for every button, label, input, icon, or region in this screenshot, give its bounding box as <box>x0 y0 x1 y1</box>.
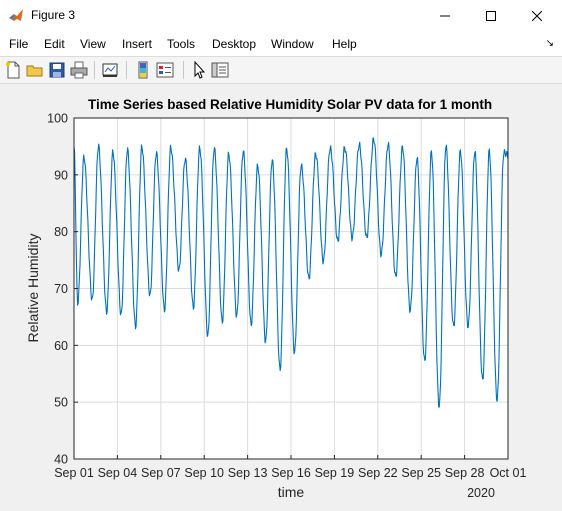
menu-window[interactable]: Window <box>271 37 314 51</box>
x-tick-label: Sep 28 <box>445 466 485 480</box>
x-tick-label: Sep 16 <box>271 466 311 480</box>
close-button[interactable] <box>514 0 560 32</box>
y-tick-label: 50 <box>54 396 68 410</box>
close-icon <box>532 11 542 21</box>
x-tick-label: Sep 22 <box>358 466 398 480</box>
menu-bar: File Edit View Insert Tools Desktop Wind… <box>0 32 562 57</box>
toolbar-separator <box>126 61 127 79</box>
menu-help[interactable]: Help <box>332 37 357 51</box>
menu-desktop[interactable]: Desktop <box>212 37 257 51</box>
menu-view[interactable]: View <box>80 37 106 51</box>
menu-insert[interactable]: Insert <box>122 37 153 51</box>
save-icon[interactable] <box>47 60 67 80</box>
minimize-icon <box>440 15 450 17</box>
insert-colorbar-icon[interactable] <box>133 60 153 80</box>
relative-humidity-chart[interactable]: 40 50 60 70 80 90 100 Sep 01 Sep 04 Sep 07 Sep 10 S… <box>0 84 562 506</box>
y-tick-label: 100 <box>47 112 68 126</box>
window-title-bar[interactable]: Figure 3 <box>0 0 562 32</box>
menu-edit[interactable]: Edit <box>44 37 65 51</box>
y-axis-label: Relative Humidity <box>25 234 41 343</box>
x-tick-label: Sep 25 <box>401 466 441 480</box>
chart-title: Time Series based Relative Humidity Sola… <box>88 97 492 112</box>
x-axis-year-label: 2020 <box>467 486 495 500</box>
figure-toolbar <box>0 57 562 84</box>
window-title: Figure 3 <box>31 8 76 22</box>
y-tick-label: 40 <box>54 453 68 467</box>
edit-plot-icon[interactable] <box>189 60 209 80</box>
x-tick-label: Oct 01 <box>490 466 527 480</box>
humidity-series-line[interactable] <box>73 137 509 408</box>
menu-tools[interactable]: Tools <box>167 37 196 51</box>
x-tick-label: Sep 10 <box>184 466 224 480</box>
menu-file[interactable]: File <box>9 37 29 51</box>
x-tick-label: Sep 04 <box>98 466 138 480</box>
open-file-icon[interactable] <box>25 60 45 80</box>
x-tick-label: Sep 19 <box>315 466 355 480</box>
property-inspector-icon[interactable] <box>210 60 230 80</box>
y-tick-label: 90 <box>54 168 68 182</box>
minimize-button[interactable] <box>422 0 468 32</box>
maximize-button[interactable] <box>468 0 514 32</box>
toolbar-separator <box>183 61 184 79</box>
y-tick-label: 80 <box>54 225 68 239</box>
link-plot-icon[interactable] <box>100 60 120 80</box>
insert-legend-icon[interactable] <box>155 60 175 80</box>
y-tick-label: 60 <box>54 339 68 353</box>
print-icon[interactable] <box>69 60 89 80</box>
toolbar-separator <box>94 61 95 79</box>
x-tick-label: Sep 07 <box>141 466 181 480</box>
dock-arrow-icon[interactable]: ↘ <box>545 38 554 49</box>
y-tick-label: 70 <box>54 282 68 296</box>
axes-box <box>73 117 509 460</box>
matlab-icon <box>9 9 23 21</box>
maximize-icon <box>486 11 496 21</box>
x-tick-label: Sep 01 <box>54 466 94 480</box>
x-tick-label: Sep 13 <box>228 466 268 480</box>
figure-canvas: 40 50 60 70 80 90 100 Sep 01 Sep 04 Sep 07 Sep 10 S… <box>0 84 562 506</box>
new-figure-icon[interactable] <box>3 60 23 80</box>
x-axis-label: time <box>278 484 305 500</box>
